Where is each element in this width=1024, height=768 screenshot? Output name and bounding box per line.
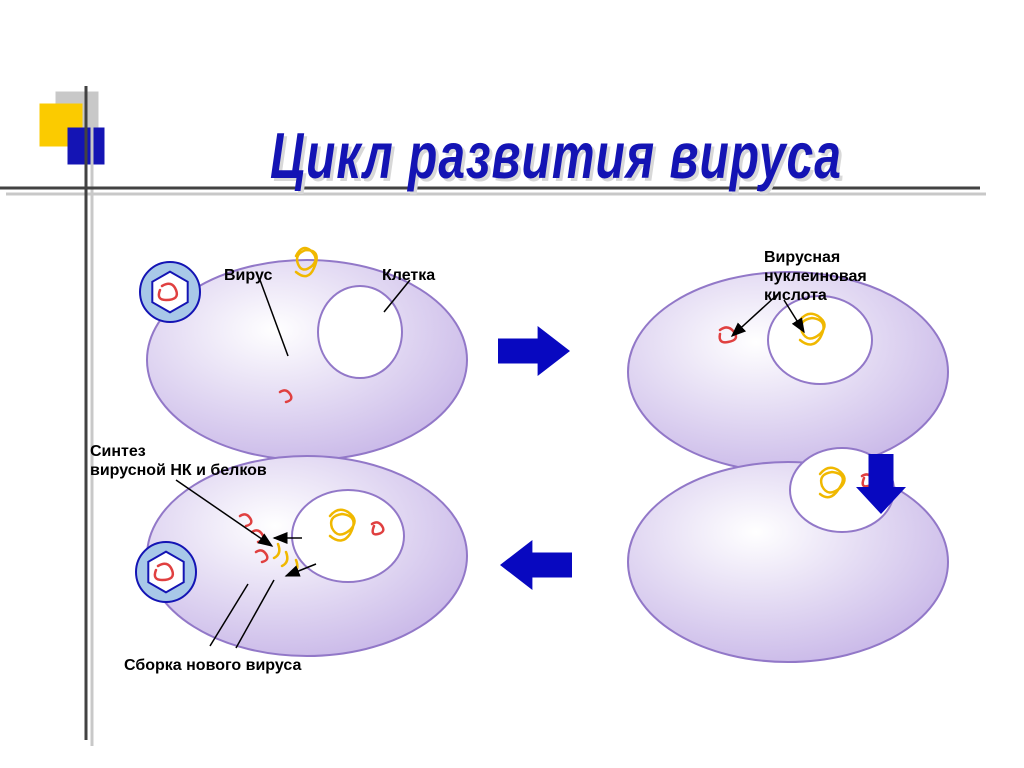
diagram-canvas xyxy=(0,0,1024,768)
label-cell: Клетка xyxy=(382,266,435,285)
slide-title: Цикл развития вируса xyxy=(270,120,842,194)
virus-particle-2 xyxy=(136,542,196,602)
label-synthesis: Синтезвирусной НК и белков xyxy=(90,442,267,480)
label-assembly: Сборка нового вируса xyxy=(124,656,301,675)
virus-particle-1 xyxy=(140,262,200,322)
label-virus: Вирус xyxy=(224,266,272,285)
label-nucleic-acid: Вируснаянуклеиноваякислота xyxy=(764,248,867,306)
